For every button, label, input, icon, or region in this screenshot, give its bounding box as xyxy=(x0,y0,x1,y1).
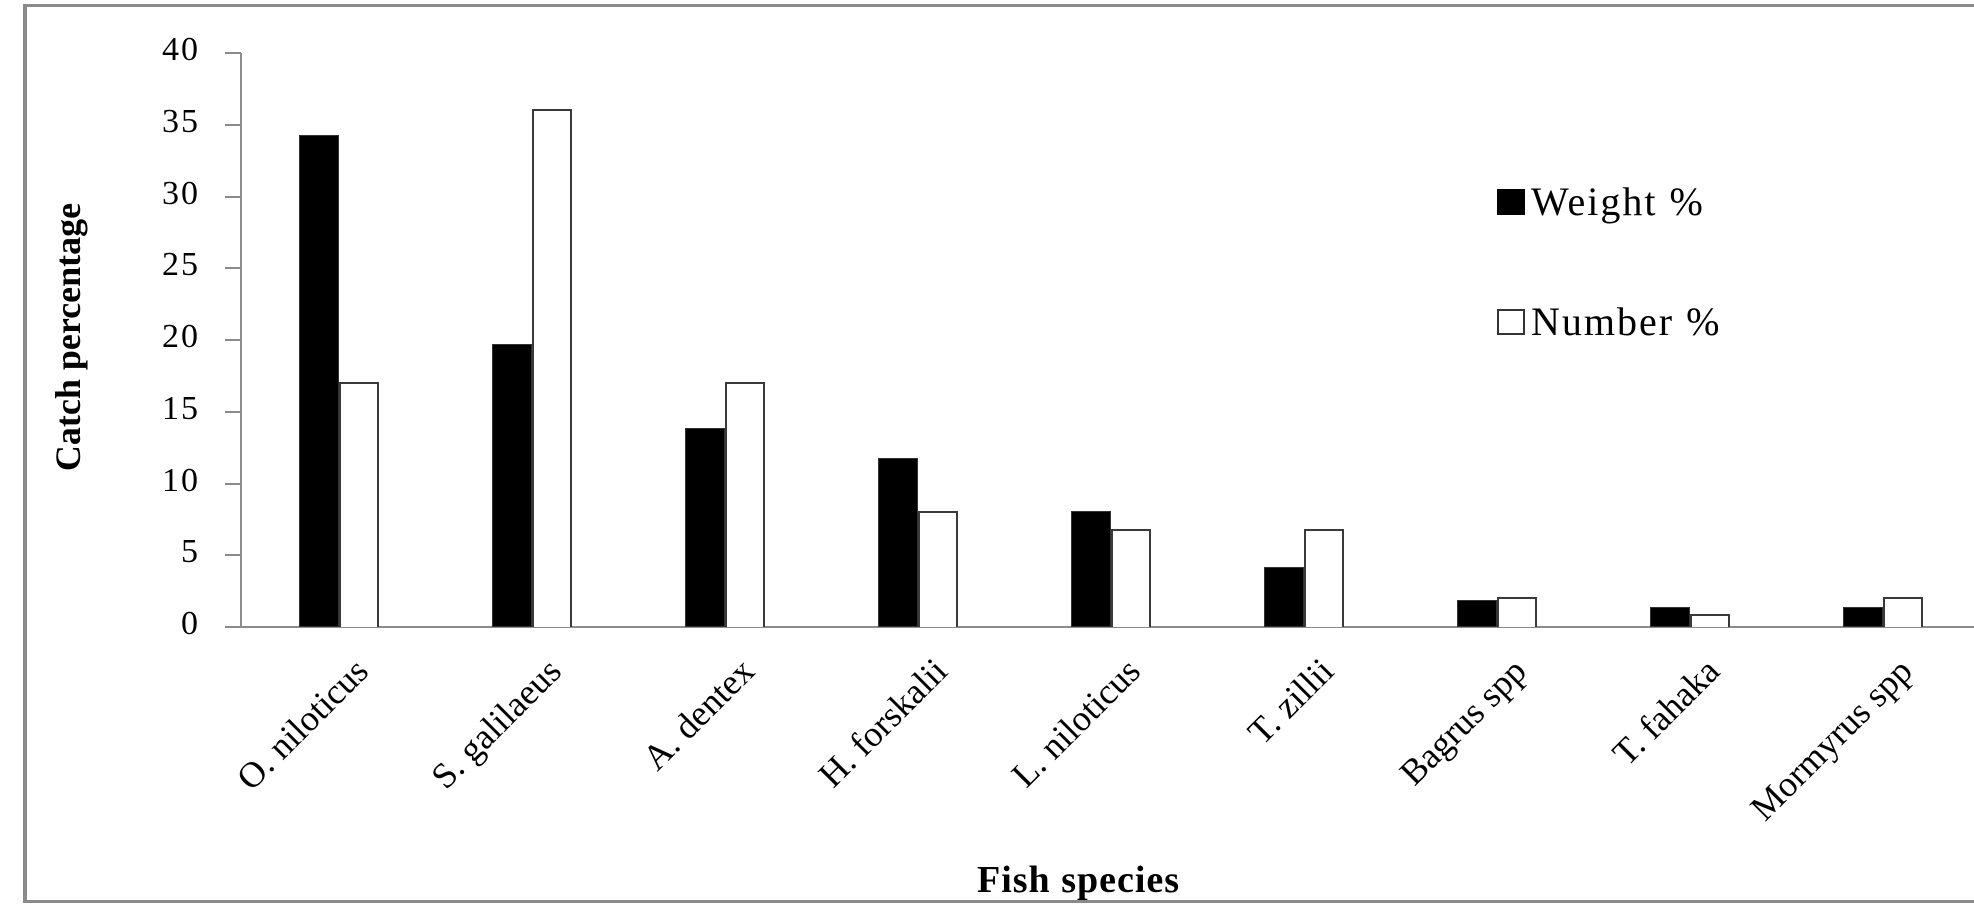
bar-weight xyxy=(1843,606,1883,627)
bar-weight xyxy=(1264,566,1304,627)
bar-weight xyxy=(878,457,918,627)
bar-number xyxy=(1304,529,1344,627)
y-tick-label: 25 xyxy=(162,246,200,284)
x-tick-label: L. niloticus xyxy=(1003,650,1148,795)
legend-label-weight: Weight % xyxy=(1531,179,1705,224)
y-tick xyxy=(225,195,241,198)
bar-number xyxy=(1883,596,1923,627)
y-tick-label: 30 xyxy=(162,174,200,212)
bar-number xyxy=(1497,596,1537,627)
y-tick-label: 0 xyxy=(181,605,200,642)
bar-weight xyxy=(1071,510,1111,627)
bar-weight xyxy=(685,427,725,627)
x-tick-label: A. dentex xyxy=(634,650,762,778)
x-tick-label: Bagrus spp xyxy=(1391,650,1534,793)
bar-weight xyxy=(299,134,339,627)
y-tick xyxy=(225,626,241,628)
y-tick-label: 40 xyxy=(162,31,200,68)
y-tick-label: 20 xyxy=(162,318,200,355)
x-tick-label: O. niloticus xyxy=(228,650,376,798)
y-tick xyxy=(225,123,241,126)
y-tick-label: 35 xyxy=(162,102,200,140)
bar-number xyxy=(532,108,572,627)
y-tick xyxy=(225,554,241,557)
bar-weight xyxy=(1650,606,1690,627)
y-tick xyxy=(225,339,241,341)
x-tick-label: S. galilaeus xyxy=(423,650,569,797)
x-axis-line xyxy=(225,626,1974,628)
bar-weight xyxy=(1457,599,1497,627)
y-tick-label: 5 xyxy=(181,533,200,571)
x-tick-label: H. forskalii xyxy=(810,650,955,795)
bar-number xyxy=(725,381,765,627)
y-tick-label: 10 xyxy=(162,461,200,499)
y-tick xyxy=(225,410,241,413)
legend-swatch-number-icon xyxy=(1497,309,1525,335)
y-axis-title: Catch percentage xyxy=(48,202,88,472)
x-tick-label: T. zillii xyxy=(1239,650,1341,752)
y-axis-line xyxy=(240,53,242,628)
legend-label-number: Number % xyxy=(1531,299,1722,344)
y-tick xyxy=(225,482,241,485)
x-axis-title: Fish species xyxy=(977,859,1181,901)
legend-item-weight: Weight % xyxy=(1497,182,1705,222)
x-tick-label: Mormyrus spp xyxy=(1742,650,1920,829)
bar-number xyxy=(1690,614,1730,627)
bar-number xyxy=(339,381,379,627)
y-tick-label: 15 xyxy=(162,389,200,427)
y-tick xyxy=(225,267,241,270)
bar-number xyxy=(918,510,958,627)
legend-swatch-weight-icon xyxy=(1497,189,1525,215)
bar-weight xyxy=(492,344,532,627)
legend-item-number: Number % xyxy=(1497,302,1721,342)
y-tick xyxy=(225,52,241,54)
chart-frame xyxy=(23,4,1974,903)
bar-number xyxy=(1111,529,1151,627)
x-tick-label: T. fahaka xyxy=(1604,650,1727,774)
